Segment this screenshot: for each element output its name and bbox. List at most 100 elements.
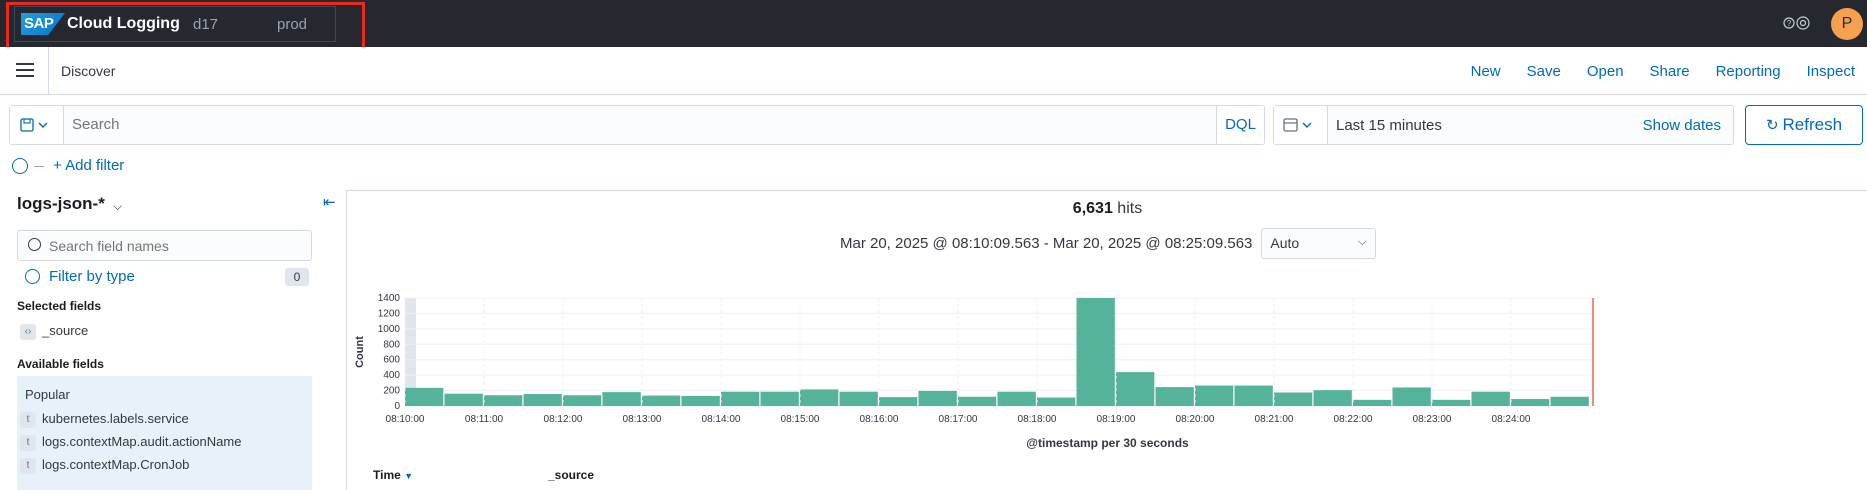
histogram-bar: [563, 395, 602, 406]
histogram-bar: [1511, 399, 1550, 406]
refresh-button[interactable]: ↻ Refresh: [1745, 105, 1863, 145]
field-item-source[interactable]: ‹› _source: [20, 323, 88, 340]
add-filter-button[interactable]: + Add filter: [53, 157, 125, 174]
sort-down-icon: ▼: [404, 471, 414, 481]
share-link[interactable]: Share: [1649, 63, 1690, 80]
field-item[interactable]: t kubernetes.labels.service: [20, 411, 189, 428]
nav-bar: Discover New Save Open Share Reporting I…: [0, 47, 1867, 95]
histogram-bar: [523, 394, 562, 406]
collapse-sidebar-icon[interactable]: ⇤: [323, 194, 336, 211]
histogram-bar: [1432, 399, 1471, 406]
x-tick-label: 08:15:00: [781, 414, 820, 425]
filter-count-badge: 0: [285, 268, 309, 286]
histogram-bar: [484, 395, 523, 406]
histogram-bar: [1353, 399, 1392, 406]
x-axis-title: @timestamp per 30 seconds: [1026, 436, 1189, 450]
field-sidebar: logs-json-* ⌵ ⇤ Filter by type 0 Selecte…: [0, 190, 336, 490]
reporting-link[interactable]: Reporting: [1715, 63, 1781, 80]
x-tick-label: 08:17:00: [939, 414, 978, 425]
field-search: [17, 230, 312, 261]
search-input[interactable]: [72, 116, 1172, 133]
hits-summary: 6,631 hits: [347, 200, 1867, 218]
y-tick-label: 1000: [378, 324, 401, 335]
search-icon: [28, 238, 41, 251]
histogram-bar: [1116, 372, 1155, 406]
menu-icon[interactable]: [16, 63, 34, 77]
results-panel: 6,631 hits Mar 20, 2025 @ 08:10:09.563 -…: [346, 190, 1867, 490]
field-name: logs.contextMap.CronJob: [42, 457, 190, 472]
filter-by-type-label: Filter by type: [49, 268, 135, 285]
field-item[interactable]: t logs.contextMap.audit.actionName: [20, 434, 241, 451]
saved-query-button[interactable]: [10, 106, 64, 144]
histogram-bar: [642, 395, 681, 406]
nav-divider: [48, 47, 49, 95]
refresh-icon: ↻: [1765, 117, 1779, 134]
index-pattern-selector[interactable]: logs-json-*: [17, 194, 105, 213]
column-time[interactable]: Time ▼: [373, 468, 413, 482]
open-link[interactable]: Open: [1586, 63, 1624, 80]
app-title: Cloud Logging: [67, 15, 180, 32]
x-tick-label: 08:18:00: [1018, 414, 1057, 425]
interval-select[interactable]: Auto ⌵: [1261, 227, 1377, 259]
save-link[interactable]: Save: [1526, 63, 1561, 80]
histogram-bar: [958, 396, 997, 406]
new-link[interactable]: New: [1470, 63, 1501, 80]
field-search-input[interactable]: [49, 238, 299, 254]
time-column-label: Time: [373, 468, 401, 482]
histogram-bar: [1313, 390, 1352, 406]
time-range-label[interactable]: Last 15 minutes: [1336, 117, 1442, 134]
filter-icon[interactable]: [12, 158, 28, 174]
y-tick-label: 0: [394, 401, 400, 412]
column-source[interactable]: _source: [548, 468, 595, 482]
filter-icon: [25, 269, 40, 284]
field-name: kubernetes.labels.service: [42, 411, 189, 426]
y-tick-label: 1400: [378, 293, 401, 304]
interval-value: Auto: [1270, 234, 1300, 251]
x-tick-label: 08:16:00: [860, 414, 899, 425]
help-icon[interactable]: ?: [1783, 14, 1813, 32]
show-dates-link[interactable]: Show dates: [1642, 117, 1721, 134]
histogram-bar: [1274, 392, 1313, 406]
histogram-bar: [760, 391, 799, 406]
sap-logo: SAP: [21, 13, 65, 35]
x-tick-label: 08:21:00: [1255, 414, 1294, 425]
string-field-icon: t: [20, 434, 36, 451]
histogram-bar: [405, 387, 444, 406]
query-bar: DQL: [9, 105, 1265, 145]
top-header: SAP Cloud Logging d17 prod ? P: [0, 0, 1867, 58]
source-field-icon: ‹›: [20, 323, 36, 340]
y-tick-label: 600: [383, 355, 400, 366]
histogram-bar: [1392, 387, 1431, 406]
brand-area[interactable]: [14, 6, 336, 42]
inspect-link[interactable]: Inspect: [1806, 63, 1855, 80]
histogram-chart[interactable]: 0 200 400 600 800 1000 1200 1400 08:10:00 08:11:0…: [347, 261, 1867, 436]
string-field-icon: t: [20, 457, 36, 474]
x-tick-label: 08:19:00: [1097, 414, 1136, 425]
filter-separator: [34, 166, 44, 167]
user-avatar[interactable]: P: [1831, 8, 1863, 40]
x-tick-label: 08:23:00: [1413, 414, 1452, 425]
date-range-label: Mar 20, 2025 @ 08:10:09.563 - Mar 20, 20…: [840, 234, 1253, 252]
histogram-bar: [1155, 387, 1194, 406]
histogram-bar: [800, 389, 839, 406]
x-tick-label: 08:20:00: [1176, 414, 1215, 425]
chevron-down-icon: ⌵: [1358, 235, 1367, 248]
stage-label: prod: [277, 16, 308, 33]
environment-label: d17: [193, 16, 219, 33]
dql-button[interactable]: DQL: [1216, 106, 1264, 144]
refresh-label: Refresh: [1782, 115, 1843, 134]
x-tick-label: 08:10:00: [386, 414, 425, 425]
svg-text:?: ?: [1787, 19, 1792, 28]
histogram-bar: [1471, 391, 1510, 406]
popular-title: Popular: [25, 387, 70, 402]
quick-menu-button[interactable]: [1274, 106, 1328, 144]
x-tick-label: 08:14:00: [702, 414, 741, 425]
chevron-down-icon[interactable]: ⌵: [113, 199, 123, 213]
hits-count: 6,631: [1072, 200, 1113, 217]
histogram-bar: [1234, 385, 1273, 406]
field-item[interactable]: t logs.contextMap.CronJob: [20, 457, 189, 474]
y-tick-label: 800: [383, 339, 400, 350]
y-tick-label: 1200: [378, 308, 401, 319]
field-name: logs.contextMap.audit.actionName: [42, 434, 242, 449]
available-fields-title: Available fields: [17, 357, 104, 371]
